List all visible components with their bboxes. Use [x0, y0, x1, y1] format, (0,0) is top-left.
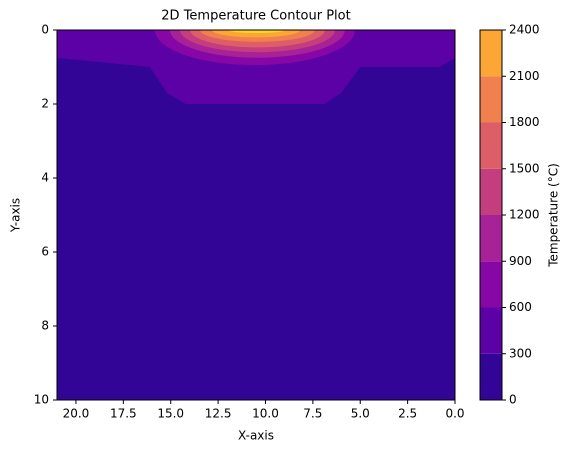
x-tick-label: 5.0 [351, 407, 370, 421]
x-tick-label: 2.5 [398, 407, 417, 421]
colorbar-band [480, 30, 502, 77]
colorbar-tick-label: 1500 [509, 161, 540, 175]
colorbar-tick-label: 1200 [509, 208, 540, 222]
contour-region [57, 30, 455, 400]
colorbar-tick-label: 2400 [509, 23, 540, 37]
colorbar-tick-label: 600 [509, 300, 532, 314]
y-tick-label: 6 [41, 245, 49, 259]
y-tick-label: 4 [41, 171, 49, 185]
x-tick-label: 15.0 [157, 407, 184, 421]
y-tick-label: 10 [34, 393, 49, 407]
x-tick-label: 10.0 [252, 407, 279, 421]
y-tick-label: 0 [41, 23, 49, 37]
colorbar-band [480, 168, 502, 215]
plot-frame [56, 29, 456, 401]
colorbar-band [480, 215, 502, 262]
contour-region [57, 30, 455, 104]
colorbar-band [480, 261, 502, 308]
colorbar-tick-label: 900 [509, 254, 532, 268]
colorbar-tick-label: 300 [509, 346, 532, 360]
colorbar-label: Temperature (°C) [547, 163, 561, 268]
x-axis-label: X-axis [238, 429, 274, 443]
x-tick-label: 17.5 [110, 407, 137, 421]
chart-title: 2D Temperature Contour Plot [161, 9, 350, 24]
y-tick-label: 2 [41, 97, 49, 111]
colorbar-tick-label: 0 [509, 393, 517, 407]
colorbar-tick-label: 1800 [509, 115, 540, 129]
y-tick-label: 8 [41, 319, 49, 333]
contour-region [227, 30, 285, 33]
colorbar-band [480, 76, 502, 123]
x-tick-label: 12.5 [205, 407, 232, 421]
colorbar-tick-label: 2100 [509, 69, 540, 83]
colorbar-band [480, 122, 502, 169]
x-tick-label: 0.0 [445, 407, 464, 421]
colorbar-band [480, 353, 502, 400]
colorbar-band [480, 307, 502, 354]
x-tick-label: 20.0 [63, 407, 90, 421]
x-tick-label: 7.5 [303, 407, 322, 421]
y-axis-label: Y-axis [9, 198, 23, 233]
